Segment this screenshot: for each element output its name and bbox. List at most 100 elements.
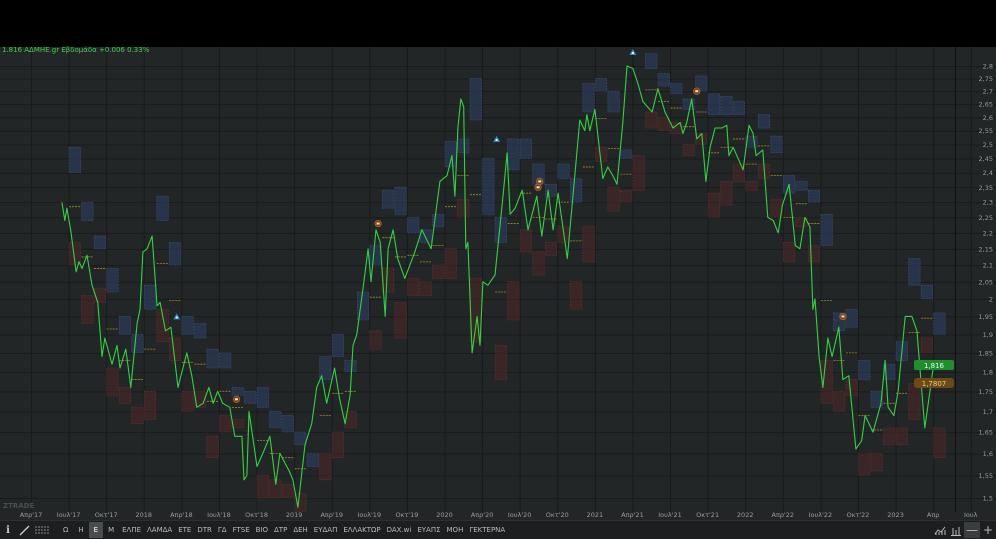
support-box: [194, 391, 207, 408]
chart-type-line-icon[interactable]: [932, 522, 948, 538]
support-box: [582, 226, 595, 263]
symbol-shortcut-button[interactable]: ΕΛΠΕ: [122, 526, 142, 534]
period-button[interactable]: Μ: [108, 526, 115, 534]
resistance-box: [833, 312, 846, 332]
x-tick-label: Απρ'21: [621, 511, 644, 519]
resistance-box: [582, 83, 595, 113]
y-tick-label: 1,55: [979, 472, 993, 480]
period-button[interactable]: Ω: [63, 526, 69, 534]
symbol-shortcut-button[interactable]: ΕΥΔΑΠ: [313, 526, 338, 534]
resistance-box: [607, 90, 620, 113]
resistance-box: [457, 138, 470, 154]
support-box: [219, 415, 232, 433]
period-button[interactable]: Ε: [88, 522, 104, 538]
x-tick-label: Οκτ'20: [546, 511, 569, 519]
resistance-box: [544, 184, 558, 197]
monthly-boxes: [68, 53, 946, 512]
zoom-out-button[interactable]: —: [964, 522, 980, 538]
x-tick-label: Ιουλ'17: [57, 511, 81, 519]
symbol-shortcut-button[interactable]: DTR: [197, 526, 212, 534]
support-box: [394, 302, 407, 339]
symbol-shortcut-button[interactable]: ΕΤΕ: [178, 526, 192, 534]
x-tick-label: Απρ'20: [471, 511, 494, 519]
support-box: [407, 278, 420, 296]
support-box: [156, 309, 169, 343]
support-box: [494, 345, 507, 380]
x-tick-label: 2022: [737, 511, 754, 519]
info-icon[interactable]: i: [6, 524, 10, 536]
resistance-box: [407, 217, 420, 234]
resistance-box: [294, 431, 307, 446]
y-tick-label: 2,35: [979, 184, 993, 192]
pen-icon[interactable]: [16, 522, 32, 538]
y-tick-label: 2,8: [983, 63, 993, 71]
support-box: [770, 198, 783, 218]
resistance-box: [933, 312, 946, 335]
x-tick-label: Απρ'17: [20, 511, 43, 519]
x-tick-label: Απρ: [927, 511, 940, 519]
resistance-box: [720, 96, 733, 115]
symbol-shortcut-button[interactable]: ΓΕΚΤΕΡΝΑ: [469, 526, 506, 534]
resistance-box: [595, 78, 608, 92]
support-box: [895, 427, 908, 446]
symbol-shortcut-button[interactable]: ΕΛΛΑΚΤΩΡ: [343, 526, 381, 534]
resistance-box: [194, 323, 207, 339]
x-tick-label: 2019: [286, 511, 303, 519]
support-box: [507, 281, 520, 321]
resistance-box: [93, 235, 106, 250]
period-button[interactable]: Η: [78, 526, 84, 534]
symbol-shortcut-button[interactable]: DAX.wi: [386, 526, 412, 534]
x-tick-label: Οκτ'22: [847, 511, 870, 519]
support-box: [169, 337, 182, 361]
y-axis[interactable]: 2,8 2,75 2,7 2,65 2,6 2,55 2,5 2,45 2,4 2,35 2,3 2,…: [979, 63, 993, 503]
support-box: [81, 295, 94, 324]
resistance-box: [206, 348, 219, 369]
resistance-box: [394, 186, 407, 215]
resistance-box: [920, 284, 933, 300]
y-tick-label: 2,4: [983, 169, 993, 177]
resistance-box: [908, 258, 921, 286]
resistance-box: [757, 114, 771, 129]
reference-price-label: 1,7807: [922, 380, 947, 388]
resistance-box: [670, 83, 683, 95]
symbol-shortcut-button[interactable]: ΜΟΗ: [446, 526, 464, 534]
last-price-tag: 1,816: [914, 360, 954, 370]
zoom-in-button[interactable]: +: [982, 523, 994, 537]
layout-grid-icon[interactable]: [32, 522, 52, 538]
resistance-box: [219, 352, 232, 369]
resistance-box: [620, 149, 633, 159]
x-tick-label: Οκτ'18: [245, 511, 268, 519]
resistance-box: [131, 334, 144, 354]
resistance-box: [557, 163, 570, 179]
symbol-shortcut-button[interactable]: ΛΑΜΔΑ: [147, 526, 173, 534]
symbol-shortcut-button[interactable]: ΓΔ: [217, 526, 227, 534]
support-box: [419, 281, 432, 296]
chart-type-bars-icon[interactable]: [948, 522, 964, 538]
support-box: [745, 181, 758, 191]
symbol-shortcut-button[interactable]: ΒΙΟ: [255, 526, 269, 534]
symbol-shortcut-button[interactable]: ΔΕΗ: [293, 526, 308, 534]
support-box: [444, 248, 457, 279]
support-box: [782, 242, 796, 263]
resistance-box: [369, 245, 382, 266]
y-tick-label: 2,3: [983, 199, 993, 207]
symbol-shortcut-button[interactable]: FTSE: [232, 526, 250, 534]
symbol-info-header: 1.816 ΑΔΜΗΕ.gr Εβδομάδα +0.006 0.33%: [2, 46, 150, 54]
x-tick-label: Ιουλ'22: [809, 511, 833, 519]
symbol-shortcut-button[interactable]: ΔΤΡ: [274, 526, 288, 534]
y-tick-label: 1,5: [983, 495, 993, 503]
circle-event-glyph: [538, 180, 542, 183]
resistance-box: [507, 138, 520, 171]
x-tick-label: Οκτ'17: [95, 511, 118, 519]
symbol-shortcut-button[interactable]: ΕΥΑΠΣ: [417, 526, 441, 534]
support-box: [933, 427, 946, 459]
resistance-box: [494, 217, 507, 243]
x-axis[interactable]: Απρ'17 Ιουλ'17 Οκτ'17 2018 Απρ'18 Ιουλ'18 Οκτ'…: [20, 511, 978, 519]
support-box: [294, 493, 307, 512]
x-tick-label: Οκτ'21: [696, 511, 719, 519]
resistance-box: [181, 316, 194, 335]
resistance-box: [156, 195, 169, 221]
resistance-box: [319, 356, 332, 380]
